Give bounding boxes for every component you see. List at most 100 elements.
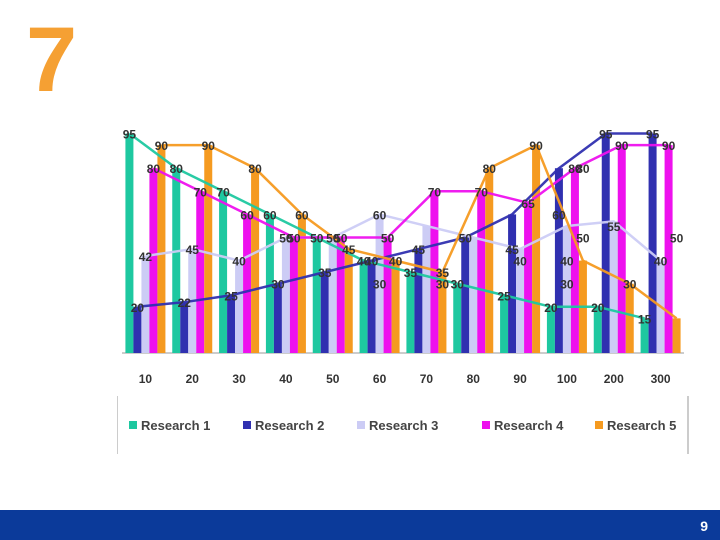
data-label: 35 xyxy=(404,266,418,280)
bar-research-1 xyxy=(359,260,368,353)
bar-research-5 xyxy=(438,272,447,353)
line-research-3 xyxy=(145,213,662,262)
data-label: 80 xyxy=(568,162,582,176)
data-label: 30 xyxy=(623,278,637,292)
bar-research-2 xyxy=(133,306,142,353)
bar-research-5 xyxy=(297,214,306,353)
data-label: 70 xyxy=(216,185,230,199)
legend-label: Research 2 xyxy=(255,418,324,433)
chart-container: 0102030405060708090100102030405060708090… xyxy=(117,112,690,457)
bar-research-1 xyxy=(125,133,134,353)
bar-research-2 xyxy=(180,302,189,353)
bar-research-5 xyxy=(204,145,213,353)
bar-research-5 xyxy=(672,318,681,353)
data-label: 20 xyxy=(131,301,145,315)
data-label: 80 xyxy=(576,162,590,176)
bar-research-2 xyxy=(227,295,236,353)
x-tick-label: 10 xyxy=(139,372,153,386)
data-label: 45 xyxy=(186,243,200,257)
bar-research-2 xyxy=(508,214,517,353)
data-label: 70 xyxy=(194,185,208,199)
data-label: 95 xyxy=(123,128,137,142)
legend-label: Research 5 xyxy=(607,418,676,433)
bar-research-5 xyxy=(391,260,400,353)
bar-research-1 xyxy=(312,237,321,353)
bar-research-4 xyxy=(570,168,579,353)
data-label: 50 xyxy=(576,232,590,246)
x-tick-label: 60 xyxy=(373,372,387,386)
x-tick-label: 100 xyxy=(557,372,577,386)
data-label: 40 xyxy=(654,255,668,269)
data-label: 42 xyxy=(139,250,153,264)
data-label: 30 xyxy=(560,278,574,292)
bar-research-1 xyxy=(593,306,602,353)
bar-research-5 xyxy=(485,168,494,353)
bar-research-1 xyxy=(546,306,555,353)
bar-research-1 xyxy=(265,214,274,353)
bar-research-4 xyxy=(149,168,158,353)
bar-research-4 xyxy=(430,191,439,353)
legend-label: Research 3 xyxy=(369,418,438,433)
data-label: 90 xyxy=(529,139,543,153)
bar-research-3 xyxy=(469,237,478,353)
line-research-2 xyxy=(137,132,653,309)
bar-research-3 xyxy=(235,260,244,353)
bar-research-4 xyxy=(524,202,533,353)
data-label: 40 xyxy=(232,255,246,269)
data-label: 20 xyxy=(591,301,605,315)
bar-research-2 xyxy=(320,272,329,353)
bar-research-5 xyxy=(251,168,260,353)
data-label: 50 xyxy=(326,232,340,246)
data-label: 30 xyxy=(451,278,465,292)
bar-research-1 xyxy=(453,283,462,353)
legend-label: Research 1 xyxy=(141,418,210,433)
bar-research-5 xyxy=(344,249,353,353)
bar-research-5 xyxy=(157,145,166,353)
data-label: 30 xyxy=(373,278,387,292)
bar-research-2 xyxy=(367,260,376,353)
bar-research-1 xyxy=(500,295,509,353)
footer-bar: 9 xyxy=(0,510,720,540)
bar-research-4 xyxy=(664,145,673,353)
data-label: 45 xyxy=(505,243,519,257)
bar-research-4 xyxy=(477,191,486,353)
data-label: 45 xyxy=(412,243,426,257)
bar-research-2 xyxy=(273,283,282,353)
bar-research-2 xyxy=(648,133,657,353)
legend-label: Research 4 xyxy=(494,418,564,433)
legend-swatch xyxy=(357,421,365,429)
x-tick-label: 20 xyxy=(186,372,200,386)
bar-research-1 xyxy=(640,318,649,353)
data-label: 55 xyxy=(607,220,621,234)
data-label: 70 xyxy=(428,185,442,199)
bar-research-4 xyxy=(289,237,298,353)
data-label: 50 xyxy=(279,232,293,246)
x-tick-label: 50 xyxy=(326,372,340,386)
data-label: 40 xyxy=(365,255,379,269)
data-label: 40 xyxy=(513,255,527,269)
bar-research-4 xyxy=(617,145,626,353)
bar-research-1 xyxy=(172,168,181,353)
data-label: 22 xyxy=(178,296,192,310)
data-label: 90 xyxy=(155,139,169,153)
x-tick-label: 30 xyxy=(232,372,246,386)
bar-research-3 xyxy=(375,214,384,353)
data-label: 60 xyxy=(263,208,277,222)
data-label: 15 xyxy=(638,312,652,326)
x-tick-label: 70 xyxy=(420,372,434,386)
bar-research-3 xyxy=(609,221,618,353)
bar-research-1 xyxy=(406,272,415,353)
data-label: 40 xyxy=(389,255,403,269)
bar-research-4 xyxy=(196,191,205,353)
data-label: 60 xyxy=(295,208,309,222)
data-label: 80 xyxy=(483,162,497,176)
x-tick-label: 80 xyxy=(467,372,481,386)
bar-research-3 xyxy=(281,237,290,353)
bar-research-3 xyxy=(562,225,571,353)
data-label: 50 xyxy=(334,232,348,246)
bar-research-4 xyxy=(243,214,252,353)
slide-number-label: 7 xyxy=(26,9,78,111)
bar-research-5 xyxy=(625,283,634,353)
line-research-4 xyxy=(152,143,669,239)
bar-research-2 xyxy=(461,237,470,353)
